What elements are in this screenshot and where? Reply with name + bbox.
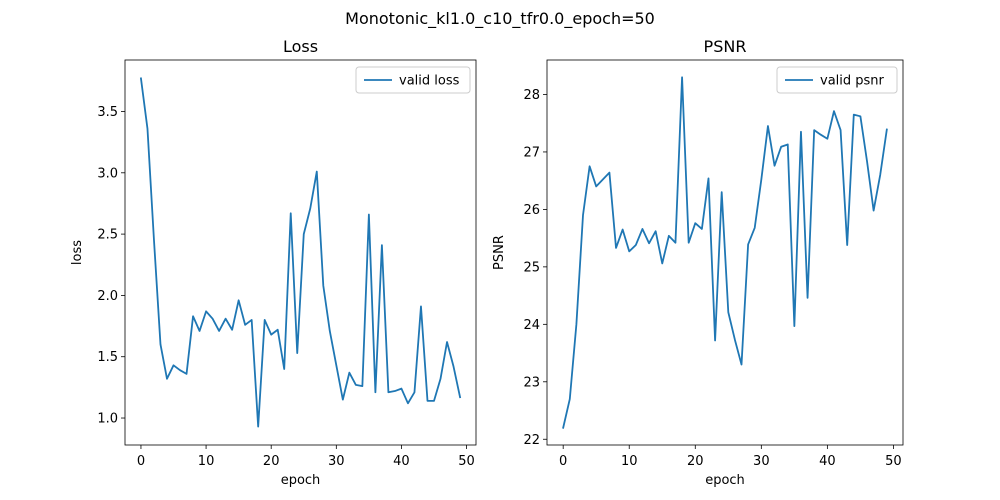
loss-y-tick-label: 1.0 — [97, 412, 118, 427]
psnr-legend-label: valid psnr — [820, 74, 885, 89]
psnr-x-tick-label: 40 — [819, 454, 836, 469]
psnr-y-tick-label: 23 — [523, 375, 540, 390]
loss-y-tick-label: 3.5 — [97, 105, 118, 120]
loss-subplot: Loss 0 10 20 30 40 50 1.0 1.5 2.0 2.5 3.0 3.5 epoch lo… — [70, 37, 477, 488]
loss-x-tick-label: 10 — [198, 454, 215, 469]
loss-x-tick-label: 30 — [328, 454, 345, 469]
loss-x-tick-label: 50 — [458, 454, 475, 469]
psnr-series-line-0 — [562, 76, 888, 429]
loss-legend-box — [355, 66, 471, 94]
loss-legend: valid loss — [355, 66, 471, 94]
psnr-legend: valid psnr — [776, 66, 898, 94]
loss-x-tick-label: 40 — [393, 454, 410, 469]
psnr-y-tick-label: 28 — [523, 88, 540, 103]
psnr-subplot: PSNR 0 10 20 30 40 50 22 23 24 25 26 27 28 epoch PSNR va… — [492, 37, 904, 488]
psnr-y-tick-label: 26 — [523, 203, 540, 218]
psnr-y-tick-label: 27 — [523, 145, 540, 160]
psnr-y-tick-label: 22 — [523, 433, 540, 448]
loss-legend-label: valid loss — [399, 74, 460, 89]
loss-y-tick-label: 3.0 — [97, 166, 118, 181]
loss-y-axis-label: loss — [70, 240, 85, 265]
loss-series-line-0 — [139, 77, 462, 428]
psnr-y-tick-label: 25 — [523, 260, 540, 275]
loss-x-axis-label: epoch — [281, 473, 321, 488]
psnr-x-tick-label: 50 — [885, 454, 902, 469]
psnr-chart-title: PSNR — [704, 37, 747, 56]
loss-x-tick-label: 20 — [263, 454, 280, 469]
loss-y-tick-label: 1.5 — [97, 350, 118, 365]
psnr-y-axis-label: PSNR — [492, 235, 507, 270]
figure-suptitle: Monotonic_kl1.0_c10_tfr0.0_epoch=50 — [345, 9, 655, 29]
psnr-x-tick-label: 10 — [621, 454, 638, 469]
psnr-legend-box — [776, 66, 898, 94]
loss-y-tick-label: 2.0 — [97, 289, 118, 304]
loss-y-tick-label: 2.5 — [97, 228, 118, 243]
psnr-axes-frame — [546, 59, 904, 446]
psnr-x-tick-label: 0 — [559, 454, 567, 469]
psnr-x-tick-label: 30 — [753, 454, 770, 469]
loss-chart-title: Loss — [283, 37, 318, 56]
psnr-x-tick-label: 20 — [687, 454, 704, 469]
psnr-x-axis-label: epoch — [705, 473, 745, 488]
loss-x-tick-label: 0 — [137, 454, 145, 469]
loss-axes-frame — [124, 59, 477, 446]
psnr-y-tick-label: 24 — [523, 318, 540, 333]
